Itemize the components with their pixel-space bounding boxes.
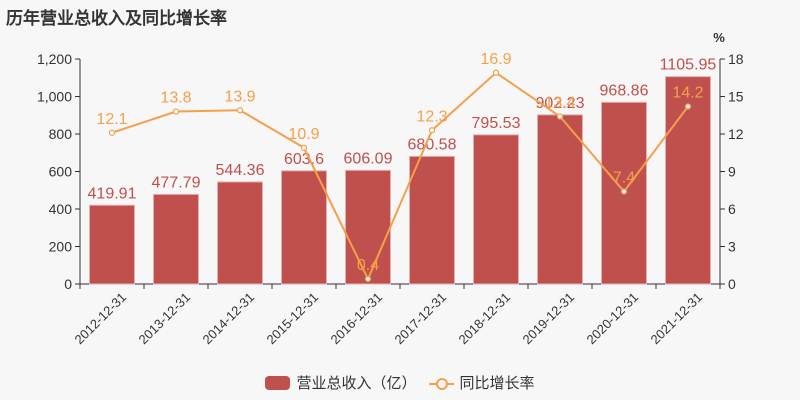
- bar-value-label: 968.86: [600, 82, 649, 99]
- growth-point[interactable]: [684, 103, 692, 110]
- growth-point[interactable]: [620, 188, 628, 195]
- legend: 营业总收入（亿） 同比增长率: [0, 372, 800, 393]
- bar[interactable]: [537, 114, 583, 285]
- growth-value-label: 10.9: [288, 126, 319, 143]
- line-marker-icon: [428, 376, 454, 390]
- x-axis-category-label: 2012-12-31: [71, 290, 129, 348]
- growth-value-label: 12.1: [96, 111, 127, 128]
- growth-point[interactable]: [172, 108, 180, 115]
- bar[interactable]: [665, 76, 711, 285]
- left-axis-tick-label: 200: [49, 239, 73, 255]
- bar-value-label: 680.58: [408, 136, 457, 153]
- bar[interactable]: [217, 181, 263, 285]
- x-axis-category-label: 2014-12-31: [199, 290, 257, 348]
- bar[interactable]: [153, 193, 199, 285]
- growth-value-label: 0.4: [357, 257, 379, 274]
- right-axis-tick-label: 18: [728, 51, 744, 67]
- growth-point[interactable]: [300, 144, 308, 151]
- bar[interactable]: [473, 134, 519, 285]
- bar[interactable]: [409, 155, 455, 285]
- growth-point[interactable]: [364, 275, 372, 283]
- left-axis-tick-label: 0: [64, 276, 72, 292]
- growth-point[interactable]: [428, 127, 436, 134]
- left-axis-tick-label: 400: [49, 201, 73, 217]
- growth-value-label: 7.4: [613, 170, 635, 187]
- growth-point[interactable]: [236, 107, 244, 114]
- right-axis-tick-label: 12: [728, 126, 744, 142]
- bar-value-label: 544.36: [216, 162, 265, 179]
- growth-point[interactable]: [556, 113, 564, 120]
- bar-value-label: 1105.95: [660, 57, 717, 74]
- growth-point[interactable]: [492, 69, 500, 76]
- left-axis-tick-label: 600: [49, 164, 73, 180]
- bar[interactable]: [281, 170, 327, 285]
- x-axis-category-label: 2016-12-31: [327, 290, 385, 348]
- x-axis-category-label: 2013-12-31: [135, 290, 193, 348]
- chart-title: 历年营业总收入及同比增长率: [6, 9, 227, 29]
- growth-line: [111, 71, 689, 282]
- legend-label-revenue: 营业总收入（亿）: [296, 374, 417, 392]
- bar-value-label: 795.53: [472, 115, 521, 132]
- growth-value-label: 13.9: [224, 88, 255, 105]
- right-axis-unit: %: [713, 30, 725, 45]
- right-axis-tick-label: 15: [728, 89, 744, 105]
- growth-value-label: 12.3: [416, 108, 447, 125]
- bar-value-label: 419.91: [88, 185, 137, 202]
- growth-value-label: 14.2: [672, 85, 703, 102]
- legend-label-growth: 同比增长率: [459, 374, 535, 392]
- right-axis-tick-label: 6: [728, 201, 736, 217]
- bar-value-label: 477.79: [152, 174, 201, 191]
- left-axis-tick-label: 1,000: [37, 89, 72, 105]
- x-axis-category-label: 2021-12-31: [647, 290, 705, 348]
- right-axis-tick-label: 9: [728, 164, 736, 180]
- bar-swatch-icon: [265, 375, 291, 390]
- x-axis-category-label: 2015-12-31: [263, 290, 321, 348]
- bar-value-label: 603.6: [284, 151, 324, 168]
- x-axis-category-label: 2020-12-31: [583, 290, 641, 348]
- legend-item-growth[interactable]: 同比增长率: [428, 372, 535, 393]
- bar[interactable]: [345, 169, 391, 285]
- growth-value-label: 13.4: [544, 95, 575, 112]
- growth-value-label: 13.8: [160, 90, 191, 107]
- legend-item-revenue[interactable]: 营业总收入（亿）: [265, 372, 417, 393]
- growth-value-label: 16.9: [480, 51, 511, 68]
- right-axis-tick-label: 0: [728, 276, 736, 292]
- x-axis-category-label: 2019-12-31: [519, 290, 577, 348]
- growth-point[interactable]: [108, 129, 116, 136]
- right-axis-tick-label: 3: [728, 239, 736, 255]
- bar[interactable]: [89, 204, 135, 285]
- x-axis-category-label: 2018-12-31: [455, 290, 513, 348]
- left-axis-tick-label: 800: [49, 126, 73, 142]
- x-axis-category-label: 2017-12-31: [391, 290, 449, 348]
- bar-value-label: 606.09: [344, 150, 393, 167]
- left-axis-tick-label: 1,200: [37, 51, 72, 67]
